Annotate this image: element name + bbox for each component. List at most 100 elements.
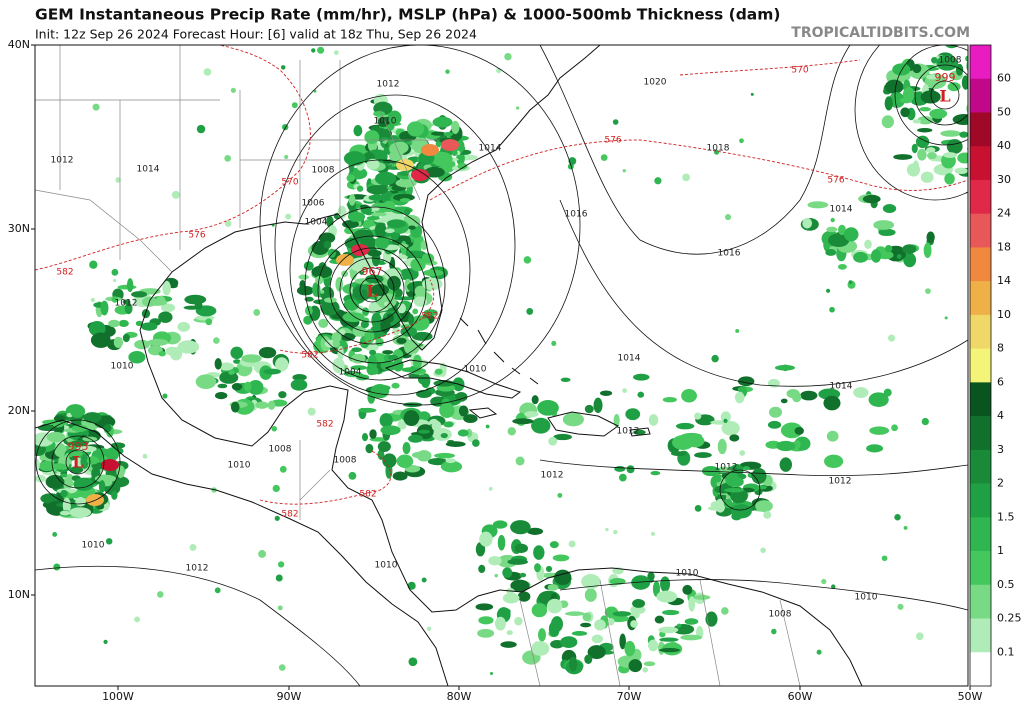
precip-dot	[557, 492, 563, 498]
precip-dot	[605, 527, 609, 532]
precip-cell	[911, 143, 918, 154]
low-symbol: L	[939, 87, 950, 106]
precip-cell	[853, 387, 869, 398]
precip-cell	[560, 636, 578, 649]
precip-cell	[531, 417, 551, 434]
precip-cell	[290, 379, 308, 391]
precip-cell	[386, 313, 395, 323]
isobar-label: 1012	[115, 299, 138, 309]
precip-cell	[625, 408, 641, 421]
precip-dot	[103, 639, 108, 644]
precip-cell	[98, 480, 106, 493]
thickness-line	[259, 449, 392, 505]
colorbar-label: 3	[997, 443, 1004, 456]
precip-cell	[569, 656, 578, 672]
precip-cell	[379, 413, 393, 428]
precip-dot	[375, 337, 384, 347]
precip-cell	[365, 443, 374, 454]
precip-cell	[954, 167, 968, 175]
cuba	[384, 359, 522, 399]
precip-cell	[364, 329, 375, 345]
precip-cell	[411, 451, 427, 459]
precip-cell	[371, 312, 382, 329]
precip-cell	[866, 444, 884, 453]
precip-dot	[494, 573, 499, 578]
precip-cell	[126, 278, 134, 293]
precip-cell	[275, 357, 289, 372]
precip-cell	[361, 433, 369, 442]
precip-cell	[457, 429, 469, 437]
precip-cell	[366, 185, 389, 195]
isobar	[289, 159, 471, 381]
precip-cell	[263, 368, 281, 375]
isobar	[51, 435, 105, 489]
isobar-label: 1010	[855, 593, 878, 603]
precip-cell	[510, 520, 531, 535]
precip-cell	[584, 588, 597, 602]
precip-cell	[103, 424, 112, 433]
heavy-precip	[86, 494, 104, 506]
colorbar-frame	[969, 44, 992, 687]
precip-cell	[512, 418, 534, 425]
precip-dot	[203, 68, 212, 76]
thickness-line	[429, 139, 968, 201]
precip-cell	[47, 463, 68, 470]
precip-cell	[619, 633, 626, 650]
precip-cell	[315, 275, 324, 285]
precip-dot	[567, 163, 574, 170]
precip-cell	[100, 300, 109, 316]
isobar	[719, 469, 761, 511]
precip-cell	[60, 510, 71, 516]
precip-cell	[366, 158, 380, 170]
precip-dot	[409, 365, 415, 372]
precip-cell	[594, 619, 606, 631]
colorbar-segment	[970, 483, 991, 518]
precip-dot	[888, 334, 896, 342]
precip-dot	[408, 657, 418, 667]
precip-dot	[782, 364, 789, 372]
precip-cell	[320, 299, 340, 316]
precip-cell	[443, 421, 454, 428]
precip-dot	[523, 256, 532, 264]
precip-dot	[224, 154, 231, 162]
precip-cell	[410, 258, 426, 272]
precip-cell	[362, 307, 370, 316]
precip-cell	[531, 603, 548, 618]
lon-label: 100W	[102, 690, 134, 703]
precip-cell	[952, 114, 968, 125]
precip-dot	[582, 612, 592, 622]
precip-dot	[545, 565, 553, 573]
precip-cell	[682, 584, 693, 595]
lon-label: 70W	[617, 690, 642, 703]
thickness-label: 576	[827, 176, 844, 186]
precip-dot	[348, 471, 357, 480]
precip-cell	[656, 590, 678, 603]
precip-cell	[793, 439, 801, 450]
colorbar-label: 10	[997, 308, 1011, 321]
precip-cell	[440, 432, 448, 439]
precip-cell	[424, 166, 445, 178]
precip-cell	[365, 274, 384, 284]
precip-cell	[431, 151, 453, 167]
precip-dot	[682, 173, 690, 182]
map-frame	[34, 44, 969, 687]
isobar-label: 1012	[377, 80, 400, 90]
precip-cell	[906, 163, 920, 177]
precip-cell	[497, 534, 506, 551]
pacific-coast	[35, 419, 449, 686]
isobar-label: 1008	[312, 166, 335, 176]
precip-cell	[648, 639, 659, 652]
precip-dot	[830, 217, 835, 223]
precip-cell	[902, 244, 917, 254]
precip-dot	[142, 453, 148, 459]
precip-cell	[387, 275, 401, 291]
precip-cell	[351, 353, 366, 364]
precip-cell	[723, 498, 733, 509]
low-pressure: 967	[362, 265, 383, 278]
precip-cell	[475, 603, 494, 611]
precip-dot	[279, 465, 287, 473]
precip-cell	[382, 200, 396, 212]
precip-cell	[869, 426, 890, 435]
precip-dot	[630, 620, 638, 628]
precip-cell	[214, 358, 222, 370]
